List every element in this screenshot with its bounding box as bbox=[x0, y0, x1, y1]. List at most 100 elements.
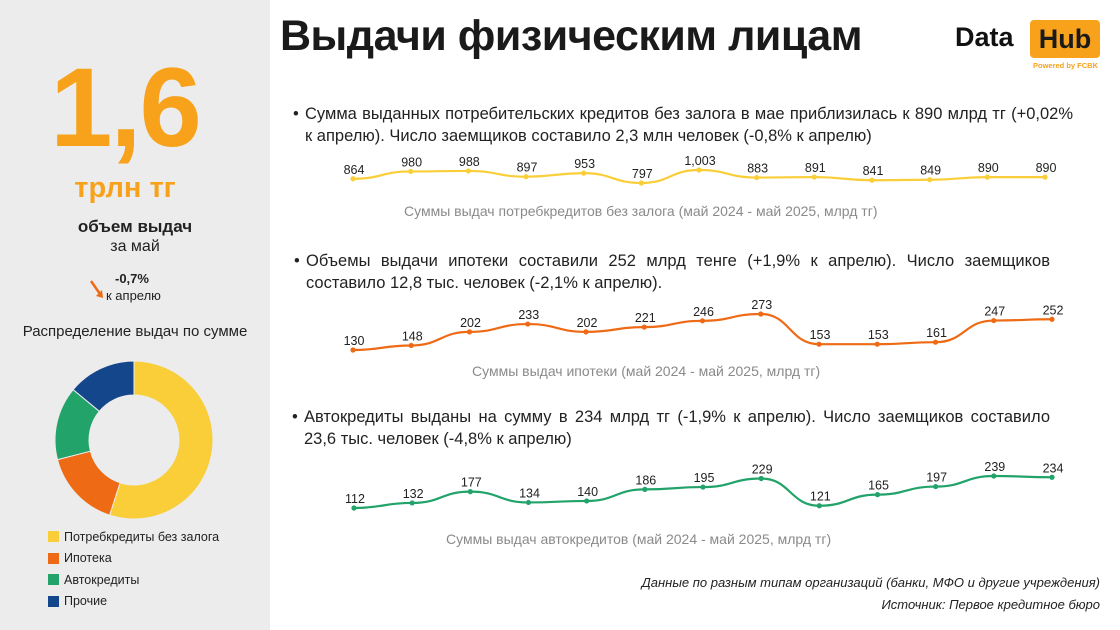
consumer-data-point bbox=[408, 168, 414, 175]
data-source: Источник: Первое кредитное бюро bbox=[881, 597, 1100, 612]
volume-period: за май bbox=[110, 238, 160, 255]
mortgage-data-label: 153 bbox=[868, 328, 889, 342]
consumer-chart-caption: Суммы выдач потребкредитов без залога (м… bbox=[404, 203, 878, 219]
mortgage-data-label: 273 bbox=[751, 298, 772, 312]
mortgage-data-label: 202 bbox=[460, 316, 481, 330]
mortgage-data-point bbox=[525, 321, 531, 327]
mortgage-text: Объемы выдачи ипотеки составили 252 млрд… bbox=[306, 252, 1050, 292]
mortgage-data-point bbox=[408, 342, 414, 349]
auto-data-label: 112 bbox=[345, 492, 365, 506]
mortgage-data-point bbox=[699, 318, 706, 324]
auto-data-point bbox=[1049, 474, 1055, 480]
auto-series-line bbox=[353, 474, 1053, 510]
auto-data-label: 132 bbox=[403, 487, 424, 501]
auto-data-label: 197 bbox=[926, 471, 947, 485]
auto-data-point bbox=[525, 499, 532, 506]
mortgage-data-label: 161 bbox=[926, 326, 947, 340]
mortgage-data-label: 247 bbox=[984, 305, 1005, 319]
consumer-data-point bbox=[811, 174, 817, 180]
sidebar: 1,6 трлн тг объем выдач за май -0,7% к а… bbox=[0, 0, 270, 630]
auto-loans-summary: • Автокредиты выданы на сумму в 234 млрд… bbox=[292, 406, 1050, 450]
consumer-data-label: 883 bbox=[747, 162, 768, 176]
consumer-series-line bbox=[352, 168, 1045, 185]
donut-slice bbox=[108, 360, 214, 520]
mortgage-data-label: 130 bbox=[344, 334, 365, 348]
consumer-data-point bbox=[1042, 174, 1048, 180]
logo-powered-by: Powered by FCBK bbox=[1033, 61, 1099, 70]
mortgage-data-point bbox=[641, 324, 647, 330]
auto-data-label: 140 bbox=[577, 485, 598, 499]
consumer-data-point bbox=[984, 174, 990, 180]
mortgage-data-point bbox=[350, 347, 356, 353]
total-volume-unit: трлн тг bbox=[74, 172, 176, 204]
legend-label: Ипотека bbox=[64, 551, 112, 566]
legend-swatch bbox=[48, 552, 59, 564]
mortgage-summary: • Объемы выдачи ипотеки составили 252 мл… bbox=[294, 250, 1050, 294]
legend-swatch bbox=[48, 595, 59, 607]
consumer-data-point bbox=[523, 174, 529, 180]
consumer-data-point bbox=[581, 170, 587, 176]
mortgage-data-point bbox=[816, 341, 822, 347]
auto-data-point bbox=[758, 475, 764, 482]
auto-chart-caption: Суммы выдач автокредитов (май 2024 - май… bbox=[446, 531, 832, 547]
legend-swatch bbox=[48, 531, 59, 543]
mortgage-data-point bbox=[583, 329, 589, 335]
mortgage-data-label: 252 bbox=[1043, 303, 1064, 317]
consumer-data-point bbox=[869, 177, 875, 183]
mortgage-data-point bbox=[1049, 316, 1055, 322]
auto-data-label: 229 bbox=[752, 463, 773, 477]
mortgage-data-point bbox=[991, 317, 997, 324]
bullet-icon: • bbox=[292, 408, 298, 426]
donut-slice bbox=[56, 450, 121, 516]
consumer-data-label: 890 bbox=[978, 161, 999, 175]
change-value: -0,7% bbox=[115, 271, 149, 286]
consumer-data-label: 841 bbox=[863, 164, 884, 178]
mortgage-data-point bbox=[758, 311, 764, 317]
consumer-data-point bbox=[927, 177, 933, 183]
volume-label: объем выдач bbox=[77, 217, 193, 236]
distribution-title: Распределение выдач по сумме bbox=[22, 323, 248, 340]
consumer-data-label: 849 bbox=[920, 164, 941, 178]
mortgage-data-label: 148 bbox=[402, 329, 423, 343]
legend-label: Потребкредиты без залога bbox=[64, 529, 220, 544]
mortgage-data-label: 202 bbox=[577, 316, 598, 330]
consumer-loans-summary: • Сумма выданных потребительских кредито… bbox=[293, 103, 1073, 147]
legend-item: Автокредиты bbox=[48, 569, 219, 591]
auto-data-point bbox=[642, 486, 648, 492]
consumer-data-label: 980 bbox=[401, 155, 422, 169]
consumer-data-label: 864 bbox=[344, 163, 365, 177]
mortgage-data-point bbox=[466, 329, 473, 335]
arrow-down-right-icon bbox=[89, 280, 103, 298]
auto-data-label: 195 bbox=[694, 471, 715, 485]
legend-label: Прочие bbox=[64, 594, 108, 609]
consumer-data-label: 797 bbox=[632, 167, 653, 181]
auto-data-label: 234 bbox=[1043, 461, 1064, 475]
donut-slice bbox=[72, 360, 135, 413]
consumer-data-label: 1,003 bbox=[684, 154, 715, 168]
auto-data-point bbox=[351, 505, 357, 511]
legend-swatch bbox=[48, 574, 59, 586]
consumer-data-label: 897 bbox=[517, 161, 538, 175]
auto-data-point bbox=[700, 484, 706, 490]
consumer-data-point bbox=[754, 174, 760, 181]
consumer-data-label: 988 bbox=[459, 155, 480, 169]
distribution-donut-chart bbox=[54, 360, 214, 520]
consumer-loans-text: Сумма выданных потребительских кредитов … bbox=[305, 105, 1073, 145]
consumer-data-label: 891 bbox=[805, 161, 826, 175]
mortgage-data-label: 153 bbox=[810, 328, 831, 342]
consumer-data-label: 953 bbox=[574, 157, 595, 171]
legend-label: Автокредиты bbox=[64, 572, 140, 587]
auto-data-label: 186 bbox=[635, 473, 656, 487]
auto-data-point bbox=[816, 503, 822, 509]
data-note: Данные по разным типам организаций (банк… bbox=[641, 575, 1100, 590]
logo-data-text: Data bbox=[955, 22, 1014, 52]
auto-data-point bbox=[467, 489, 473, 495]
auto-data-label: 239 bbox=[984, 460, 1005, 474]
legend-item: Ипотека bbox=[48, 548, 219, 570]
page-title: Выдачи физическим лицам bbox=[280, 12, 863, 60]
mortgage-chart-caption: Суммы выдач ипотеки (май 2024 - май 2025… bbox=[472, 363, 821, 379]
change-label: к апрелю bbox=[106, 288, 161, 303]
legend-item: Прочие bbox=[48, 591, 219, 613]
auto-data-point bbox=[991, 473, 997, 479]
auto-data-point bbox=[874, 492, 881, 498]
